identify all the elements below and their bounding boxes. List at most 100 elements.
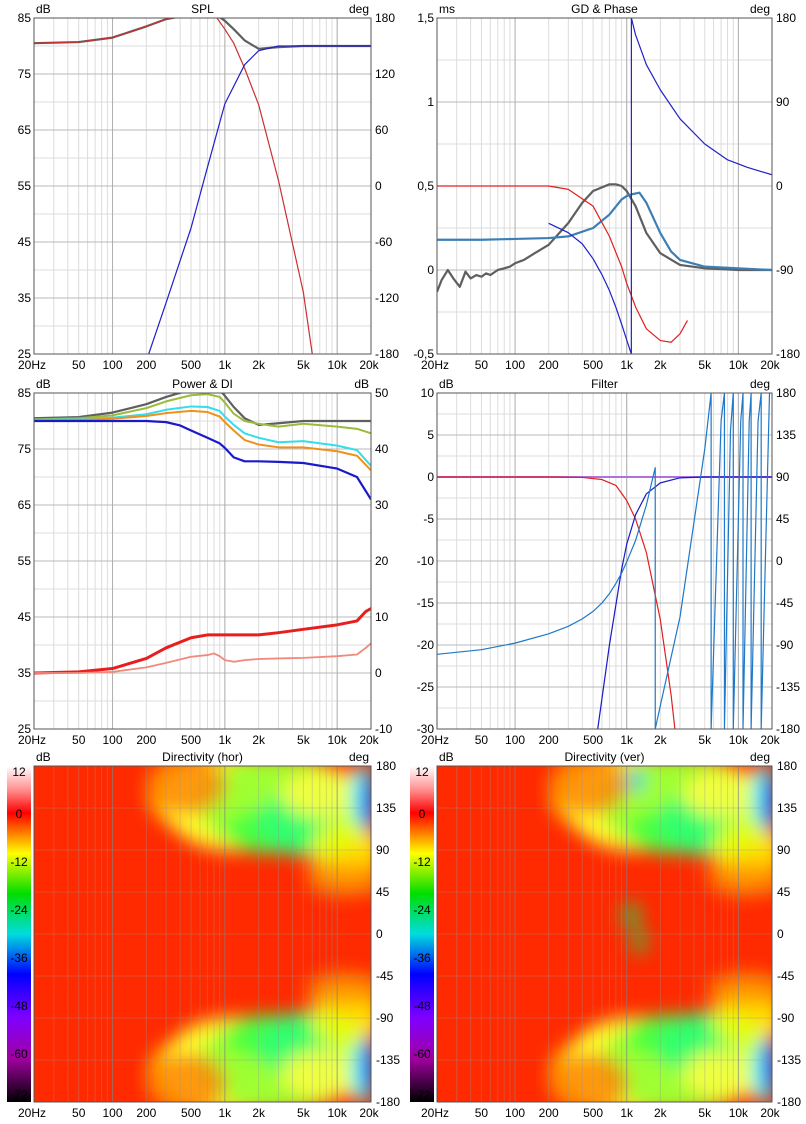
gd-y-tick-label: 0,5 [417,179,434,193]
gd-y-tick-label: 1 [427,95,434,109]
power-y-tick-label: 45 [18,610,32,624]
spl-series-2 [148,45,371,354]
dirv-y-tick-label: -180 [777,1095,801,1109]
dirh-y-tick-label: -90 [376,1011,394,1025]
gd-series-0 [437,183,772,293]
filter-x-tick-label: 200 [539,733,559,747]
dirh-right-unit: deg [349,750,369,764]
dirh-heatmap-zone [360,773,371,834]
power-y2-tick-label: 40 [375,442,389,456]
gd-title: GD & Phase [571,2,638,16]
spl-y2-tick-label: -120 [375,291,399,305]
spl-frame [33,17,372,355]
filter-y-tick-label: 0 [427,470,434,484]
dirv-colorbar-label: -36 [413,951,431,965]
spl-y2-tick-label: -180 [375,347,399,361]
dirh-colorbar-label: -72 [10,1088,28,1102]
spl-y-tick-label: 75 [18,67,32,81]
dirv-y-tick-label: 135 [777,801,797,815]
spl-y2-tick-label: 120 [375,67,395,81]
filter-x-tick-label: 20k [760,733,780,747]
dirh-heatmap-zone [145,766,226,815]
dirh-x-tick-label: 20k [359,1106,379,1120]
dirv-right-unit: deg [750,750,770,764]
filter-series-1 [437,476,676,729]
power-x-tick-label: 100 [103,733,123,747]
power-x-tick-label: 20k [359,733,379,747]
dirv-heatmap-zone [707,972,772,1008]
dirh-heatmap-zone [306,972,371,1008]
dirh-y-tick-label: 0 [376,927,383,941]
filter-series-2 [597,476,772,729]
gd-frame [436,17,773,355]
filter-y-tick-label: -5 [423,512,434,526]
power-x-tick-label: 200 [136,733,156,747]
spl-y-tick-label: 25 [18,347,32,361]
dirv-heatmap-zone [627,768,644,792]
filter-y2-tick-label: -90 [776,638,794,652]
dirh-heatmap-zone [145,1053,226,1102]
dirh-colorbar-label: 0 [16,807,23,821]
power-y-tick-label: 25 [18,722,32,736]
power-series-6 [34,642,371,674]
spl-y-tick-label: 45 [18,235,32,249]
dirv-heatmap-zone [548,766,628,815]
gd-x-tick-label: 1k [620,358,634,372]
dirh-y-tick-label: 135 [376,801,396,815]
dirv-heatmap-zone [761,773,772,834]
power-y2-tick-label: 30 [375,498,389,512]
power-x-tick-label: 2k [252,733,266,747]
dirh-colorbar-label: 12 [12,765,26,779]
power-right-unit: dB [354,377,369,391]
filter-x-tick-label: 50 [475,733,489,747]
power-y2-tick-label: -10 [375,722,393,736]
dirh-y-tick-label: 180 [376,759,396,773]
gd-x-tick-label: 100 [505,358,525,372]
gd-series-1 [437,191,772,272]
spl-y2-tick-label: -60 [375,235,393,249]
dirv-y-tick-label: -45 [777,969,795,983]
dirv-x-tick-label: 1k [620,1106,634,1120]
spl-chart: SPL dB deg 20Hz 50 100 200 500 1k 2k 5k 10k 20k 25 35 4… [18,2,400,372]
filter-right-unit: deg [750,377,770,391]
gd-x-tick-label: 20Hz [421,358,449,372]
dirv-left-unit: dB [439,750,454,764]
spl-x-tick-label: 50 [72,358,86,372]
dirv-x-tick-label: 100 [505,1106,525,1120]
power-series-2 [34,405,371,467]
spl-grid [33,17,372,355]
dirh-y-tick-label: 90 [376,843,390,857]
filter-y-tick-label: -10 [417,554,435,568]
dirv-x-tick-label: 20k [760,1106,780,1120]
dirh-x-tick-label: 5k [297,1106,311,1120]
gd-series-3 [548,18,772,354]
power-x-tick-label: 1k [219,733,233,747]
dirv-colorbar-label: 12 [415,765,429,779]
power-left-unit: dB [36,377,51,391]
dirv-y-tick-label: 45 [777,885,791,899]
dirv-heatmap-zone [621,901,642,930]
dirh-heatmap [34,766,371,1102]
gd-x-tick-label: 2k [654,358,668,372]
dirv-colorbar [410,766,434,1102]
gd-y2-tick-label: -180 [776,347,800,361]
gd-y-tick-label: 0 [427,263,434,277]
filter-x-tick-label: 5k [698,733,712,747]
spl-right-unit: deg [349,2,369,16]
dirh-colorbar-label: -48 [10,999,28,1013]
dirv-colorbar-label: -48 [413,999,431,1013]
power-title: Power & DI [172,377,233,391]
gd-x-tick-label: 5k [698,358,712,372]
power-series-4 [34,419,371,500]
dirh-y-tick-label: 45 [376,885,390,899]
dirh-heatmap-zone [306,860,371,896]
dirh-x-tick-label: 2k [252,1106,266,1120]
dirh-colorbar-label: -12 [10,855,28,869]
filter-y2-tick-label: -135 [776,680,800,694]
filter-x-tick-label: 2k [654,733,668,747]
dirh-y-tick-label: -135 [376,1053,400,1067]
filter-series-3 [437,393,771,729]
power-series-1 [34,393,371,435]
